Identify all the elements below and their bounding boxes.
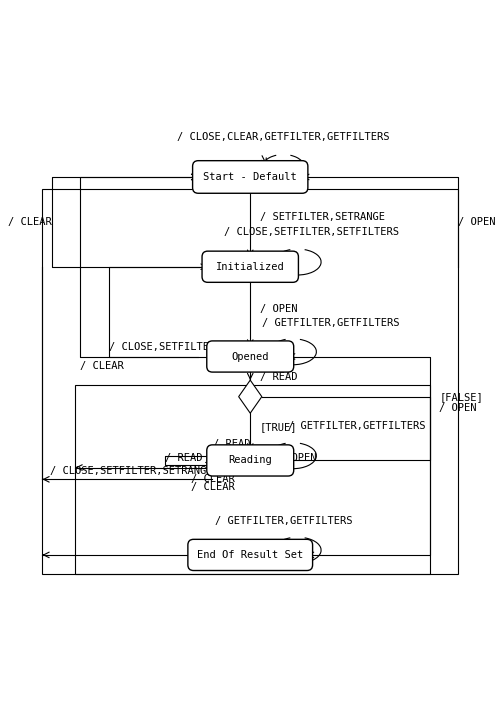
Polygon shape (238, 380, 262, 414)
Text: / CLEAR: / CLEAR (8, 217, 52, 227)
Text: [FALSE]: [FALSE] (438, 391, 482, 401)
Text: / GETFILTER,GETFILTERS: / GETFILTER,GETFILTERS (262, 318, 398, 328)
Text: / CLOSE,SETFILTER,SETFILTERS: / CLOSE,SETFILTER,SETFILTERS (224, 227, 398, 237)
Bar (42, 189, 457, 574)
Text: / CLOSE,SETFILTER,SETRANGE: / CLOSE,SETFILTER,SETRANGE (50, 466, 212, 476)
Text: / READ: / READ (259, 371, 297, 381)
Text: / CLEAR: / CLEAR (80, 361, 124, 371)
Text: / OPEN: / OPEN (438, 404, 476, 414)
Text: / READ: / READ (212, 438, 249, 448)
Text: / CLEAR: / CLEAR (190, 482, 234, 492)
Text: End Of Result Set: End Of Result Set (197, 550, 303, 560)
Text: Start - Default: Start - Default (203, 172, 297, 182)
Text: / READ: / READ (165, 453, 202, 463)
Text: / OPEN: / OPEN (457, 217, 494, 227)
Text: Reading: Reading (228, 456, 272, 466)
FancyBboxPatch shape (206, 445, 293, 476)
Bar (75, 385, 429, 574)
Text: Opened: Opened (231, 352, 269, 361)
Text: [TRUE]: [TRUE] (259, 422, 297, 432)
Text: / GETFILTER,GETFILTERS: / GETFILTER,GETFILTERS (214, 515, 351, 525)
FancyBboxPatch shape (201, 251, 298, 282)
Text: / GETFILTER,GETFILTERS: / GETFILTER,GETFILTERS (288, 421, 425, 431)
FancyBboxPatch shape (187, 539, 312, 570)
Text: / CLEAR: / CLEAR (190, 473, 234, 483)
FancyBboxPatch shape (206, 341, 293, 372)
Text: / OPEN: / OPEN (278, 453, 316, 463)
Text: / OPEN: / OPEN (259, 304, 297, 314)
Text: / CLOSE,CLEAR,GETFILTER,GETFILTERS: / CLOSE,CLEAR,GETFILTER,GETFILTERS (177, 131, 389, 142)
Text: Initialized: Initialized (215, 262, 284, 272)
FancyBboxPatch shape (192, 160, 307, 193)
Text: / CLOSE,SETFILTER,SETRANGE: / CLOSE,SETFILTER,SETRANGE (108, 342, 271, 352)
Text: / SETFILTER,SETRANGE: / SETFILTER,SETRANGE (259, 212, 384, 222)
